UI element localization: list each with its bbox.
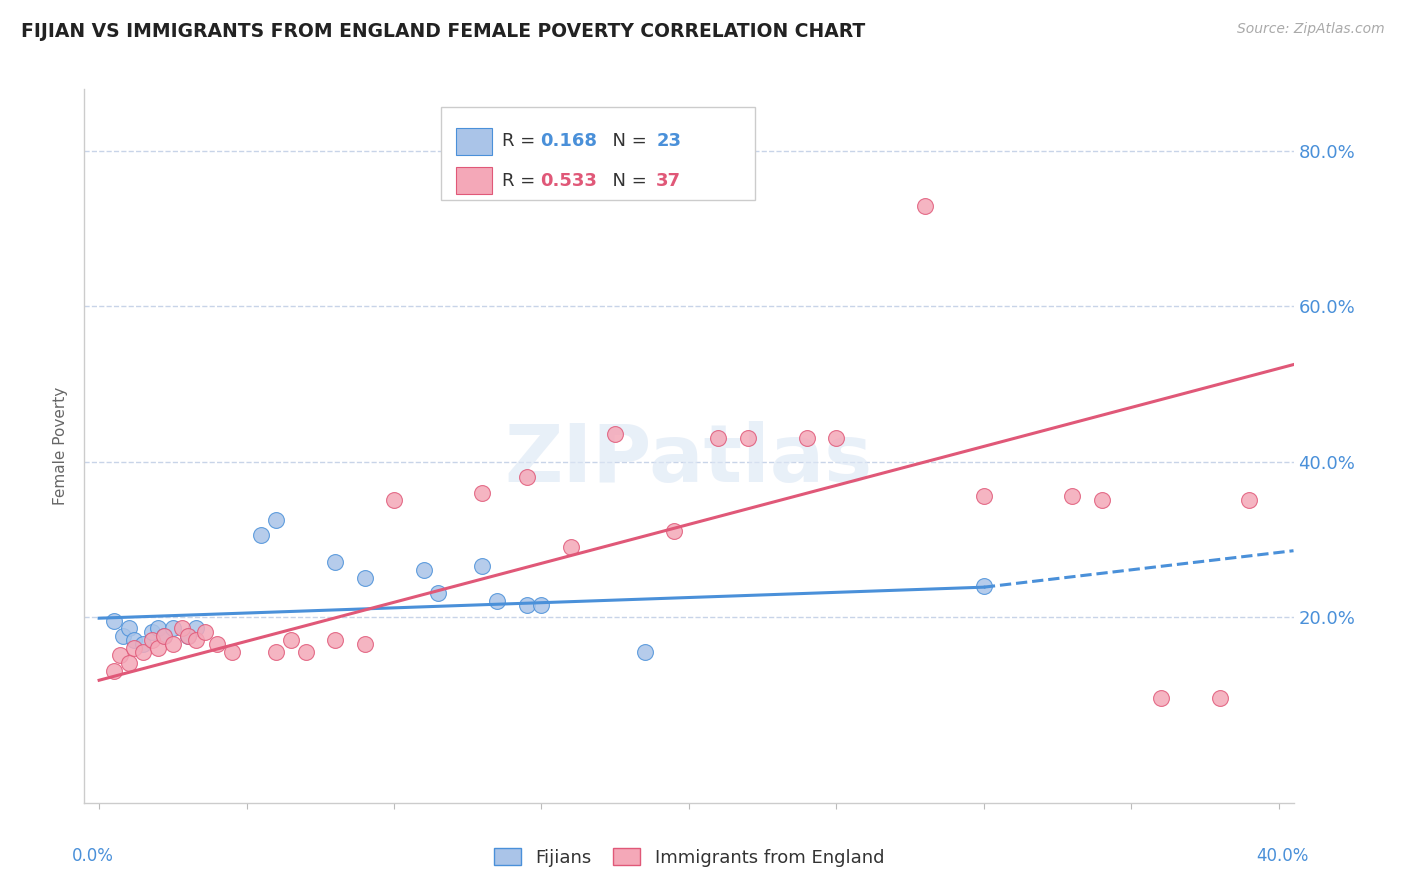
Point [124, 632, 146, 647]
Point [737, 431, 759, 445]
Text: R =: R = [502, 171, 540, 189]
Point [323, 632, 346, 647]
Point [146, 640, 169, 655]
Point [111, 629, 134, 643]
Point [146, 621, 169, 635]
Point [264, 644, 287, 658]
Point [1239, 493, 1261, 508]
Text: 0.168: 0.168 [540, 132, 598, 150]
Point [141, 632, 163, 647]
Point [634, 644, 657, 658]
Point [103, 664, 125, 678]
Point [1150, 691, 1173, 706]
Point [162, 621, 184, 635]
Point [221, 644, 243, 658]
Point [108, 648, 131, 663]
Point [194, 625, 217, 640]
Text: N =: N = [600, 132, 652, 150]
Text: N =: N = [600, 171, 652, 189]
Point [471, 559, 494, 574]
Point [1062, 490, 1084, 504]
Point [914, 198, 936, 212]
Point [153, 629, 176, 643]
Point [176, 629, 198, 643]
Point [205, 637, 228, 651]
Point [141, 625, 163, 640]
Point [170, 621, 193, 635]
Point [264, 513, 287, 527]
Text: R =: R = [502, 132, 540, 150]
Point [103, 614, 125, 628]
Text: 0.0%: 0.0% [72, 847, 114, 865]
Point [162, 637, 184, 651]
Point [117, 656, 139, 670]
Text: FIJIAN VS IMMIGRANTS FROM ENGLAND FEMALE POVERTY CORRELATION CHART: FIJIAN VS IMMIGRANTS FROM ENGLAND FEMALE… [21, 22, 865, 41]
Point [124, 640, 146, 655]
Point [471, 485, 494, 500]
Point [186, 632, 208, 647]
Point [412, 563, 434, 577]
Point [280, 632, 302, 647]
Point [516, 598, 538, 612]
Point [605, 427, 627, 442]
Point [560, 540, 582, 554]
Text: ZIPatlas: ZIPatlas [505, 421, 873, 500]
Legend: Fijians, Immigrants from England: Fijians, Immigrants from England [485, 839, 893, 876]
Point [382, 493, 405, 508]
Point [973, 579, 995, 593]
Point [323, 555, 346, 569]
Point [353, 637, 375, 651]
Point [294, 644, 316, 658]
Point [796, 431, 818, 445]
Point [664, 524, 686, 539]
Text: 23: 23 [657, 132, 682, 150]
Point [132, 644, 155, 658]
Point [973, 490, 995, 504]
Point [153, 629, 176, 643]
Text: 0.533: 0.533 [540, 171, 598, 189]
Point [186, 621, 208, 635]
FancyBboxPatch shape [441, 107, 755, 200]
Point [132, 637, 155, 651]
Point [1091, 493, 1114, 508]
Text: 40.0%: 40.0% [1256, 847, 1309, 865]
Y-axis label: Female Poverty: Female Poverty [53, 387, 69, 505]
Point [825, 431, 848, 445]
Text: 37: 37 [657, 171, 682, 189]
Point [353, 571, 375, 585]
Point [486, 594, 509, 608]
Point [1209, 691, 1232, 706]
Point [250, 528, 273, 542]
Text: Source: ZipAtlas.com: Source: ZipAtlas.com [1237, 22, 1385, 37]
FancyBboxPatch shape [456, 128, 492, 155]
Point [530, 598, 553, 612]
Point [707, 431, 730, 445]
Point [427, 586, 450, 600]
Point [176, 629, 198, 643]
Point [117, 621, 139, 635]
FancyBboxPatch shape [456, 167, 492, 194]
Point [516, 470, 538, 484]
